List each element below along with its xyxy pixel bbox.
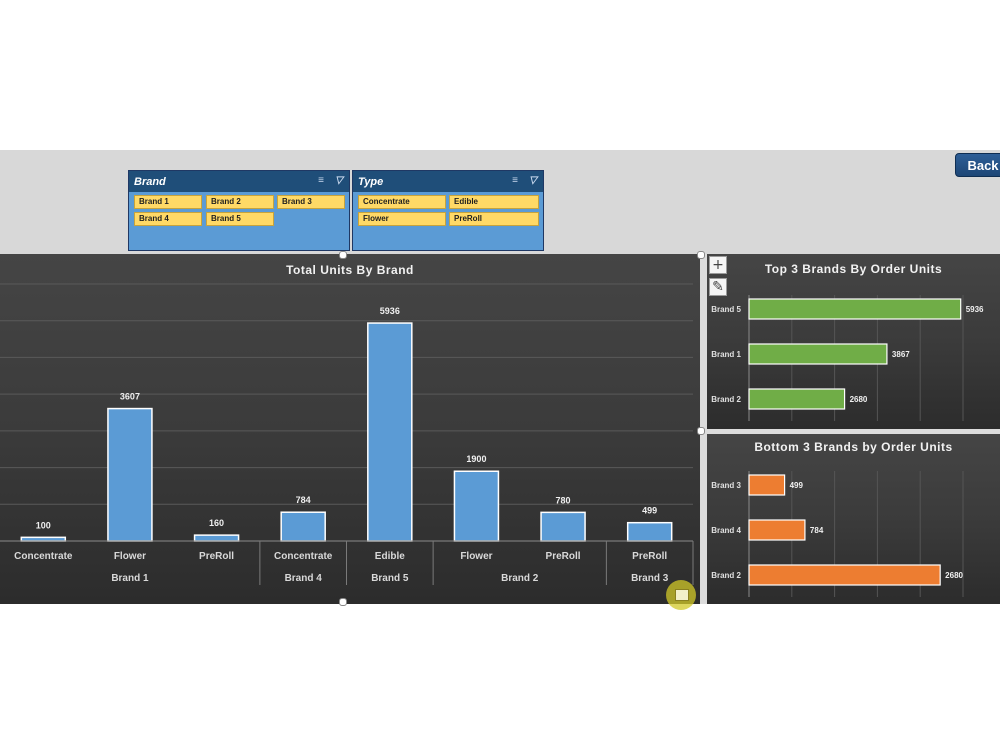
data-label: 160 — [209, 518, 224, 528]
bottom-brands-chart-panel[interactable]: Bottom 3 Brands by Order Units 499 Brand … — [707, 434, 1000, 604]
slicer-item-brand-3[interactable]: Brand 3 — [277, 195, 345, 209]
brush-icon[interactable]: ✎ — [709, 278, 727, 296]
resize-handle[interactable] — [339, 251, 347, 259]
type-slicer-title: Type — [358, 175, 384, 188]
category-label: Brand 5 — [711, 305, 741, 314]
bar — [280, 511, 326, 542]
category-label: PreRoll — [546, 551, 581, 562]
group-label: Brand 3 — [631, 573, 669, 584]
type-slicer-header: Type ≡ ▽ — [353, 171, 543, 192]
slicer-item-brand-5[interactable]: Brand 5 — [206, 212, 274, 226]
clear-filter-icon[interactable]: ▽ — [335, 175, 343, 186]
bar — [748, 564, 941, 586]
type-slicer: Type ≡ ▽ Concentrate Edible Flower PreRo… — [352, 170, 544, 251]
data-label: 1900 — [466, 454, 486, 464]
brand-slicer: Brand ≡ ▽ Brand 1 Brand 2 Brand 3 Brand … — [128, 170, 350, 251]
back-button[interactable]: Back — [955, 153, 1000, 177]
slicer-item-brand-4[interactable]: Brand 4 — [134, 212, 202, 226]
data-label: 100 — [36, 520, 51, 530]
multi-select-icon[interactable]: ≡ — [318, 175, 324, 186]
panel-split — [707, 429, 1000, 434]
bottom-brands-chart[interactable]: 499 Brand 3 784 Brand 4 2680 Brand 2 — [707, 434, 1000, 604]
resize-handle[interactable] — [697, 427, 705, 435]
brand-slicer-title: Brand — [134, 175, 166, 188]
top-brands-chart[interactable]: 5936 Brand 5 3867 Brand 1 2680 Brand 2 — [707, 254, 1000, 429]
group-label: Brand 1 — [111, 573, 149, 584]
slicer-item-brand-2[interactable]: Brand 2 — [206, 195, 274, 209]
category-label: Edible — [375, 551, 405, 562]
data-label: 780 — [556, 495, 571, 505]
bar — [20, 536, 67, 542]
data-label: 3867 — [892, 350, 910, 359]
data-label: 499 — [790, 481, 804, 490]
slicer-item-flower[interactable]: Flower — [358, 212, 446, 226]
group-label: Brand 4 — [285, 573, 323, 584]
bar — [453, 470, 500, 542]
total-units-chart-panel[interactable]: Total Units By Brand 100 Concentrate 3607 F… — [0, 254, 700, 604]
bar — [193, 534, 240, 542]
multi-select-icon[interactable]: ≡ — [512, 175, 518, 186]
bar — [748, 298, 962, 320]
total-units-chart[interactable]: 100 Concentrate 3607 Flower 160 PreRoll 784 Con… — [0, 254, 700, 604]
clear-filter-icon[interactable]: ▽ — [529, 175, 537, 186]
bar — [748, 474, 786, 496]
bar — [367, 322, 413, 542]
data-label: 3607 — [120, 392, 140, 402]
bar — [748, 343, 888, 365]
category-label: Brand 2 — [711, 571, 741, 580]
data-label: 2680 — [945, 571, 963, 580]
data-label: 784 — [296, 495, 311, 505]
group-label: Brand 2 — [501, 573, 539, 584]
top-brands-chart-panel[interactable]: Top 3 Brands By Order Units 5936 Brand 5 3… — [707, 254, 1000, 429]
category-label: Brand 1 — [711, 350, 741, 359]
slicer-item-concentrate[interactable]: Concentrate — [358, 195, 446, 209]
slicer-item-brand-1[interactable]: Brand 1 — [134, 195, 202, 209]
category-label: Concentrate — [274, 551, 333, 562]
category-label: Flower — [114, 551, 146, 562]
category-label: PreRoll — [199, 551, 234, 562]
data-label: 499 — [642, 506, 657, 516]
bar — [107, 407, 153, 542]
slicer-item-preroll[interactable]: PreRoll — [449, 212, 539, 226]
bar — [626, 521, 673, 542]
group-label: Brand 5 — [371, 573, 409, 584]
category-label: Concentrate — [14, 551, 73, 562]
plus-icon[interactable]: + — [709, 256, 727, 274]
bar — [748, 519, 806, 541]
category-label: Brand 3 — [711, 481, 741, 490]
resize-handle[interactable] — [697, 251, 705, 259]
data-label: 784 — [810, 526, 824, 535]
resize-handle[interactable] — [339, 598, 347, 606]
data-label: 5936 — [380, 306, 400, 316]
data-label: 2680 — [850, 395, 868, 404]
category-label: PreRoll — [632, 551, 667, 562]
category-label: Brand 2 — [711, 395, 741, 404]
chart-title: Top 3 Brands By Order Units — [764, 262, 943, 276]
slicer-item-edible[interactable]: Edible — [449, 195, 539, 209]
bar — [540, 511, 586, 542]
quick-analysis-icon[interactable] — [666, 580, 696, 610]
data-label: 5936 — [966, 305, 984, 314]
brand-slicer-header: Brand ≡ ▽ — [129, 171, 349, 192]
category-label: Flower — [460, 551, 492, 562]
bar — [748, 388, 846, 410]
category-label: Brand 4 — [711, 526, 741, 535]
chart-title: Total Units By Brand — [286, 263, 414, 277]
chart-title: Bottom 3 Brands by Order Units — [754, 440, 953, 454]
